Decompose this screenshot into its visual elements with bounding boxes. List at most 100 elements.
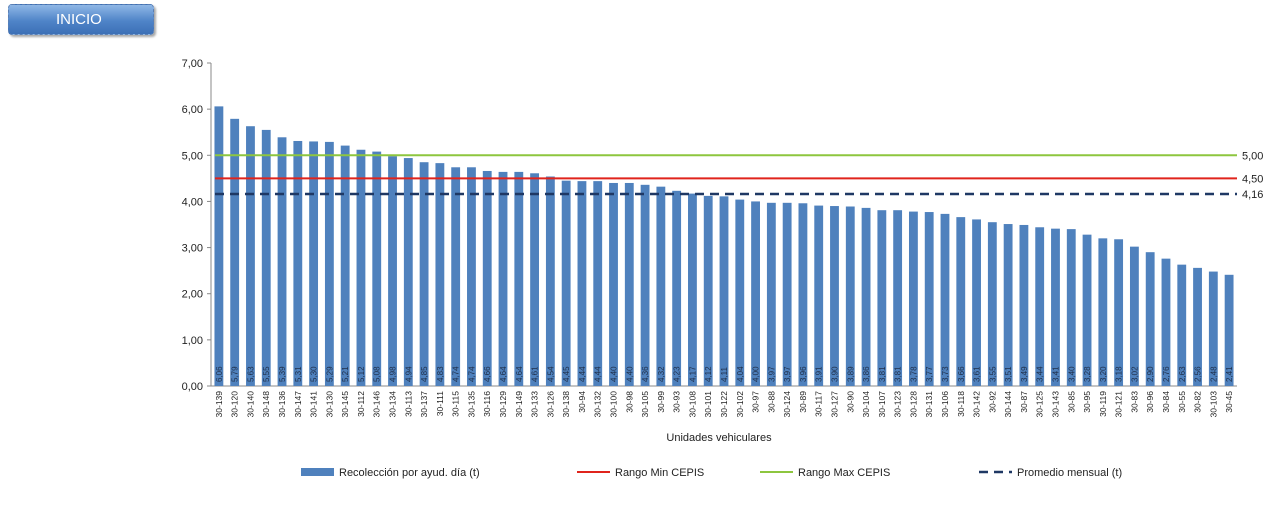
bar-data-label: 4,74 bbox=[452, 366, 461, 382]
bar bbox=[356, 149, 366, 386]
bar bbox=[530, 173, 540, 386]
x-tick-label: 30-140 bbox=[245, 391, 255, 418]
x-tick-label: 30-148 bbox=[261, 391, 271, 418]
legend-item: Rango Max CEPIS bbox=[760, 467, 890, 479]
bar-data-label: 4,85 bbox=[420, 366, 429, 382]
bar-data-label: 4,44 bbox=[578, 366, 587, 382]
x-tick-label: 30-135 bbox=[466, 391, 476, 418]
bar bbox=[593, 181, 603, 386]
bar bbox=[688, 193, 697, 386]
legend-item: Promedio mensual (t) bbox=[979, 467, 1122, 479]
x-tick-labels: 30-139 30-120 30-140 30-148 30-136 30-147 30-1… bbox=[214, 391, 1234, 418]
bar-data-label: 4,11 bbox=[720, 366, 729, 382]
bar-data-label: 3,86 bbox=[862, 366, 871, 382]
bar-data-label: 2,56 bbox=[1194, 366, 1203, 382]
bar-data-label: 5,08 bbox=[373, 366, 382, 382]
bar bbox=[1035, 227, 1045, 386]
x-tick-label: 30-105 bbox=[640, 391, 650, 418]
x-tick-label: 30-136 bbox=[277, 391, 287, 418]
axes: 0,00 1,00 2,00 3,00 4,00 5,00 6,00 7,00 bbox=[182, 58, 1237, 393]
bar-data-label: 2,48 bbox=[1209, 366, 1218, 382]
bar-data-label: 3,89 bbox=[846, 366, 855, 382]
x-tick-label: 30-87 bbox=[1019, 391, 1029, 413]
bars bbox=[214, 106, 1234, 387]
bar bbox=[703, 195, 713, 386]
x-tick-label: 30-128 bbox=[908, 391, 918, 418]
bar bbox=[940, 213, 950, 386]
bar bbox=[830, 206, 839, 386]
bar bbox=[972, 219, 981, 386]
bar bbox=[877, 210, 887, 386]
bar bbox=[1145, 252, 1155, 386]
bar-data-label: 3,44 bbox=[1036, 366, 1045, 382]
bar bbox=[893, 210, 903, 386]
legend-label: Recolección por ayud. día (t) bbox=[339, 467, 480, 479]
x-tick-label: 30-103 bbox=[1208, 391, 1218, 418]
bar bbox=[419, 162, 429, 386]
x-tick-label: 30-139 bbox=[214, 391, 224, 418]
x-tick-label: 30-97 bbox=[751, 391, 761, 413]
inicio-button[interactable]: INICIO bbox=[8, 4, 154, 35]
bar bbox=[987, 222, 997, 386]
x-tick-label: 30-112 bbox=[356, 391, 366, 417]
x-tick-label: 30-119 bbox=[1098, 391, 1108, 417]
x-tick-label: 30-116 bbox=[482, 391, 492, 417]
x-tick-label: 30-125 bbox=[1035, 391, 1045, 418]
x-tick-label: 30-100 bbox=[609, 391, 619, 418]
legend-item: Rango Min CEPIS bbox=[577, 467, 704, 479]
x-tick-label: 30-142 bbox=[972, 391, 982, 418]
bar-data-label: 4,74 bbox=[467, 366, 476, 382]
bar bbox=[908, 211, 918, 386]
bar bbox=[545, 176, 555, 386]
bar bbox=[924, 212, 934, 386]
bar-data-label: 3,91 bbox=[815, 366, 824, 382]
bar bbox=[656, 186, 666, 386]
x-tick-label: 30-145 bbox=[340, 391, 350, 418]
bar bbox=[1051, 228, 1060, 386]
bar bbox=[435, 163, 445, 386]
bar bbox=[1098, 238, 1108, 386]
reference-line-label: 5,00 bbox=[1242, 150, 1263, 162]
x-tick-label: 30-129 bbox=[498, 391, 508, 418]
y-tick-label: 2,00 bbox=[182, 289, 203, 301]
bar-data-label: 3,41 bbox=[1051, 366, 1060, 382]
bar bbox=[766, 202, 776, 386]
x-tick-label: 30-123 bbox=[893, 391, 903, 418]
bar-data-label: 3,81 bbox=[894, 366, 903, 382]
x-tick-label: 30-130 bbox=[324, 391, 334, 418]
bar-data-label: 3,49 bbox=[1020, 366, 1029, 382]
bar bbox=[609, 182, 618, 386]
bar bbox=[956, 217, 966, 386]
bar-data-label: 3,20 bbox=[1099, 366, 1108, 382]
bar-data-label: 3,97 bbox=[783, 366, 792, 382]
bar-data-label: 2,41 bbox=[1225, 366, 1234, 382]
x-tick-label: 30-138 bbox=[561, 391, 571, 418]
bar bbox=[324, 141, 334, 386]
bar bbox=[798, 203, 808, 386]
reference-line-label: 4,50 bbox=[1242, 173, 1263, 185]
x-tick-label: 30-137 bbox=[419, 391, 429, 418]
bar-data-label: 3,96 bbox=[799, 366, 808, 382]
x-tick-label: 30-88 bbox=[766, 391, 776, 413]
bar bbox=[277, 137, 287, 386]
bar-data-label: 5,39 bbox=[278, 366, 287, 382]
x-tick-label: 30-149 bbox=[514, 391, 524, 418]
bar bbox=[467, 167, 476, 386]
x-tick-label: 30-147 bbox=[293, 391, 303, 418]
reference-lines: 4,50 5,00 4,16 bbox=[215, 150, 1263, 201]
bar-data-label: 2,90 bbox=[1146, 366, 1155, 382]
bar bbox=[1177, 264, 1187, 386]
bar-data-label: 3,61 bbox=[973, 366, 982, 382]
x-tick-label: 30-126 bbox=[545, 391, 555, 418]
bar-data-label: 3,02 bbox=[1130, 366, 1139, 382]
x-tick-label: 30-111 bbox=[435, 391, 445, 416]
bar-data-label: 4,64 bbox=[499, 366, 508, 382]
legend: Recolección por ayud. día (t) Rango Min C… bbox=[301, 467, 1122, 479]
y-tick-label: 0,00 bbox=[182, 381, 203, 393]
x-tick-label: 30-144 bbox=[1003, 391, 1013, 418]
x-tick-label: 30-131 bbox=[924, 391, 934, 418]
x-tick-label: 30-93 bbox=[672, 391, 682, 413]
x-tick-label: 30-45 bbox=[1224, 391, 1234, 413]
bar-data-label: 4,17 bbox=[688, 366, 697, 382]
